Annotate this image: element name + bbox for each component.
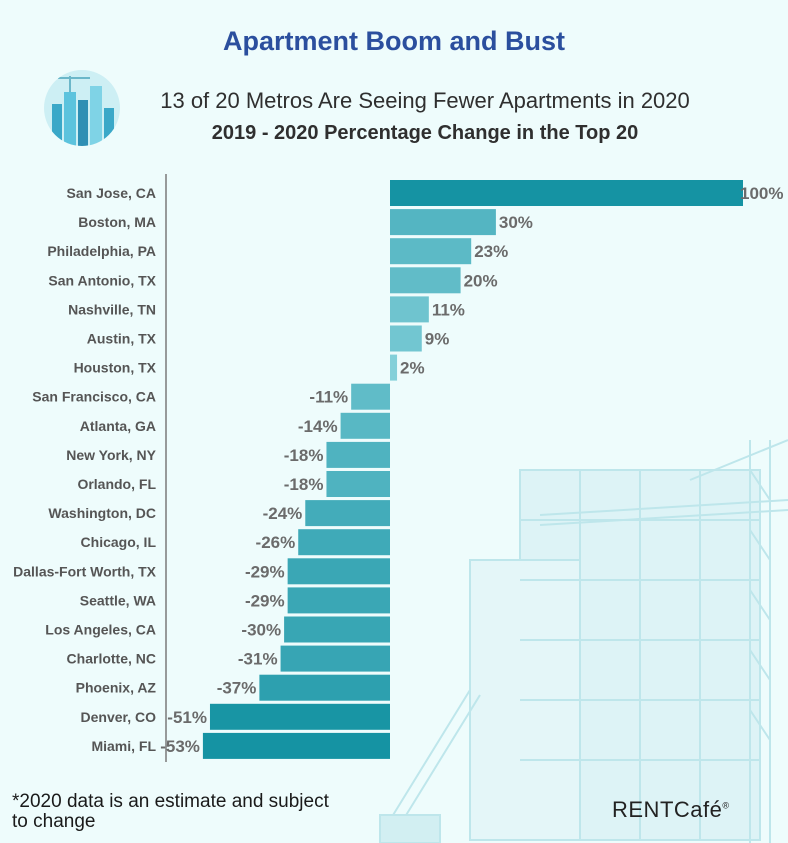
value-label-14: -29% bbox=[245, 591, 285, 610]
category-label-9: New York, NY bbox=[66, 447, 156, 463]
bar-2 bbox=[390, 238, 472, 265]
bar-11 bbox=[305, 500, 390, 527]
bar-12 bbox=[298, 529, 390, 556]
category-label-14: Seattle, WA bbox=[80, 592, 156, 608]
value-label-18: -51% bbox=[167, 708, 207, 727]
bar-13 bbox=[287, 558, 390, 585]
category-label-13: Dallas-Fort Worth, TX bbox=[13, 563, 157, 579]
value-label-13: -29% bbox=[245, 562, 285, 581]
rentcafe-logo: RENTCafé® bbox=[612, 797, 730, 823]
value-label-3: 20% bbox=[464, 271, 498, 290]
city-skyline-logo bbox=[44, 70, 120, 146]
bar-7 bbox=[351, 383, 390, 410]
category-label-19: Miami, FL bbox=[91, 738, 156, 754]
bar-9 bbox=[326, 441, 390, 468]
category-label-0: San Jose, CA bbox=[67, 185, 156, 201]
bar-4 bbox=[390, 296, 429, 323]
bar-10 bbox=[326, 471, 390, 497]
category-label-1: Boston, MA bbox=[78, 214, 156, 230]
category-label-17: Phoenix, AZ bbox=[76, 680, 157, 696]
footnote: *2020 data is an estimate and subject to… bbox=[12, 792, 329, 832]
brand-registered-mark: ® bbox=[722, 800, 730, 811]
value-label-17: -37% bbox=[217, 679, 257, 698]
category-label-3: San Antonio, TX bbox=[48, 272, 156, 288]
bar-19 bbox=[202, 732, 390, 759]
value-label-7: -11% bbox=[309, 388, 348, 407]
bar-17 bbox=[259, 674, 390, 701]
value-label-12: -26% bbox=[256, 533, 296, 552]
value-label-9: -18% bbox=[284, 446, 324, 465]
category-label-18: Denver, CO bbox=[81, 709, 157, 725]
category-label-12: Chicago, IL bbox=[81, 534, 157, 550]
value-label-6: 2% bbox=[400, 359, 425, 378]
bar-16 bbox=[280, 645, 390, 672]
bar-0 bbox=[390, 180, 743, 206]
value-label-4: 11% bbox=[432, 300, 465, 319]
page-title: Apartment Boom and Bust bbox=[222, 26, 565, 56]
bar-18 bbox=[209, 703, 390, 730]
value-label-2: 23% bbox=[474, 242, 508, 261]
value-label-16: -31% bbox=[238, 650, 278, 669]
chart-subtitle-period: 2019 - 2020 Percentage Change in the Top… bbox=[211, 122, 639, 144]
category-label-5: Austin, TX bbox=[87, 331, 157, 347]
brand-name: RENTCafé bbox=[612, 797, 723, 822]
chart-subtitle: 13 of 20 Metros Are Seeing Fewer Apartme… bbox=[160, 88, 690, 113]
value-label-5: 9% bbox=[425, 330, 450, 349]
category-label-10: Orlando, FL bbox=[77, 476, 156, 492]
value-label-15: -30% bbox=[241, 621, 281, 640]
category-label-8: Atlanta, GA bbox=[80, 418, 156, 434]
value-label-8: -14% bbox=[298, 417, 338, 436]
bar-1 bbox=[390, 209, 496, 236]
bar-8 bbox=[340, 412, 390, 439]
category-label-16: Charlotte, NC bbox=[67, 651, 156, 667]
value-label-1: 30% bbox=[499, 213, 533, 232]
bar-15 bbox=[284, 616, 390, 643]
category-label-4: Nashville, TN bbox=[68, 301, 156, 317]
bar-14 bbox=[287, 587, 390, 614]
bar-3 bbox=[390, 267, 461, 294]
category-label-7: San Francisco, CA bbox=[32, 389, 156, 405]
value-label-19: -53% bbox=[160, 737, 200, 756]
category-label-6: Houston, TX bbox=[74, 360, 157, 376]
bar-6 bbox=[390, 354, 398, 381]
value-label-11: -24% bbox=[263, 504, 303, 523]
category-label-15: Los Angeles, CA bbox=[45, 622, 156, 638]
bar-5 bbox=[390, 325, 422, 352]
category-label-11: Washington, DC bbox=[48, 505, 156, 521]
category-label-2: Philadelphia, PA bbox=[47, 243, 156, 259]
value-label-10: -18% bbox=[284, 475, 324, 494]
value-label-0: 100% bbox=[740, 184, 783, 203]
